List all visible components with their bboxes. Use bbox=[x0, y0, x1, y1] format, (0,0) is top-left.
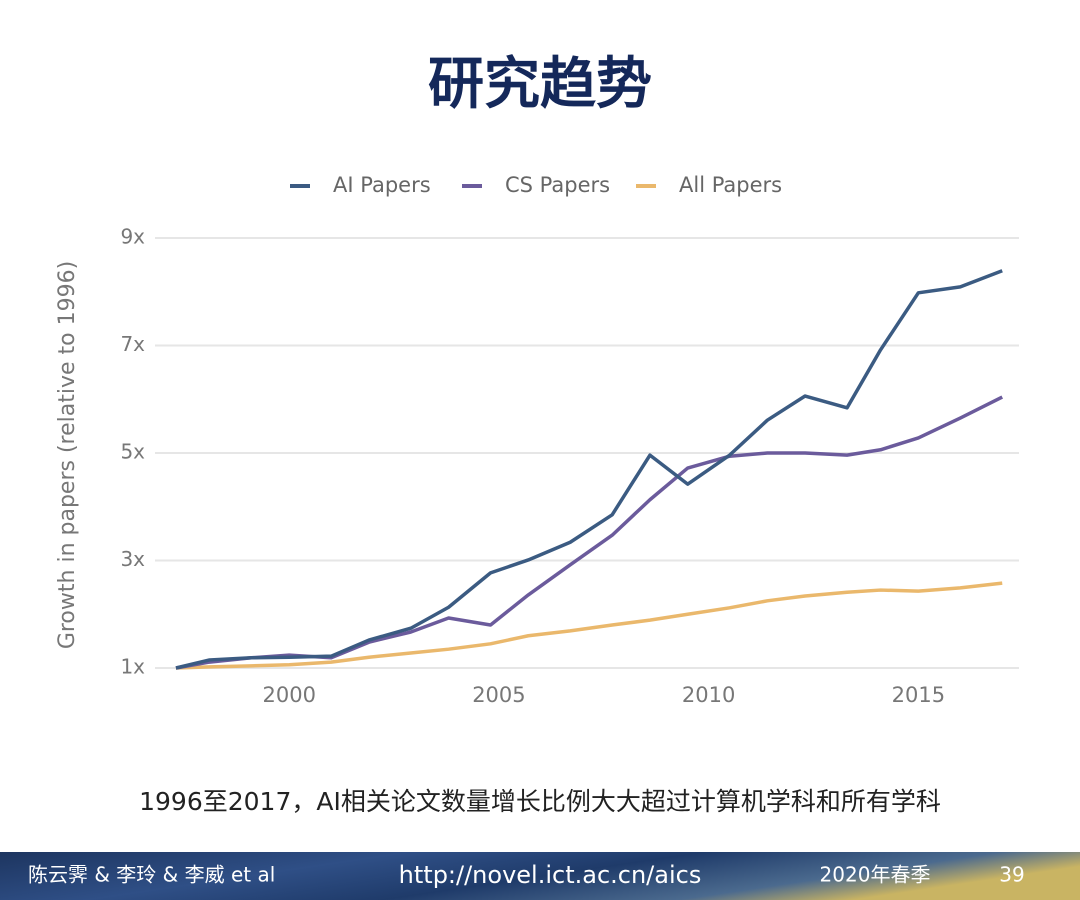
y-tick-label: 9x bbox=[120, 225, 145, 249]
series-line bbox=[175, 581, 1003, 670]
x-tick-label: 2015 bbox=[892, 683, 945, 707]
y-tick-label: 3x bbox=[120, 547, 145, 571]
x-tick-label: 2000 bbox=[262, 683, 315, 707]
x-tick-label: 2010 bbox=[682, 683, 735, 707]
x-tick-label: 2005 bbox=[472, 683, 525, 707]
footer-term: 2020年春季 bbox=[820, 863, 931, 887]
caption: 1996至2017，AI相关论文数量增长比例大大超过计算机学科和所有学科 bbox=[139, 787, 941, 816]
legend-label: CS Papers bbox=[505, 173, 610, 197]
y-axis-label: Growth in papers (relative to 1996) bbox=[55, 261, 80, 649]
footer-page: 39 bbox=[999, 863, 1024, 887]
legend-label: All Papers bbox=[679, 173, 782, 197]
legend-label: AI Papers bbox=[333, 173, 431, 197]
y-tick-label: 5x bbox=[120, 440, 145, 464]
footer-url: http://novel.ict.ac.cn/aics bbox=[399, 861, 702, 889]
y-tick-label: 7x bbox=[120, 332, 145, 356]
y-tick-label: 1x bbox=[120, 655, 145, 679]
chart: 1x 3x 5x 7x 9x 2000 2005 2010 2015 AI Papers CS Pa… bbox=[120, 173, 1019, 707]
series-line bbox=[175, 269, 1003, 670]
footer-band bbox=[0, 852, 1080, 900]
footer-authors: 陈云霁 & 李玲 & 李威 et al bbox=[28, 863, 275, 887]
slide-title: 研究趋势 bbox=[428, 52, 652, 117]
